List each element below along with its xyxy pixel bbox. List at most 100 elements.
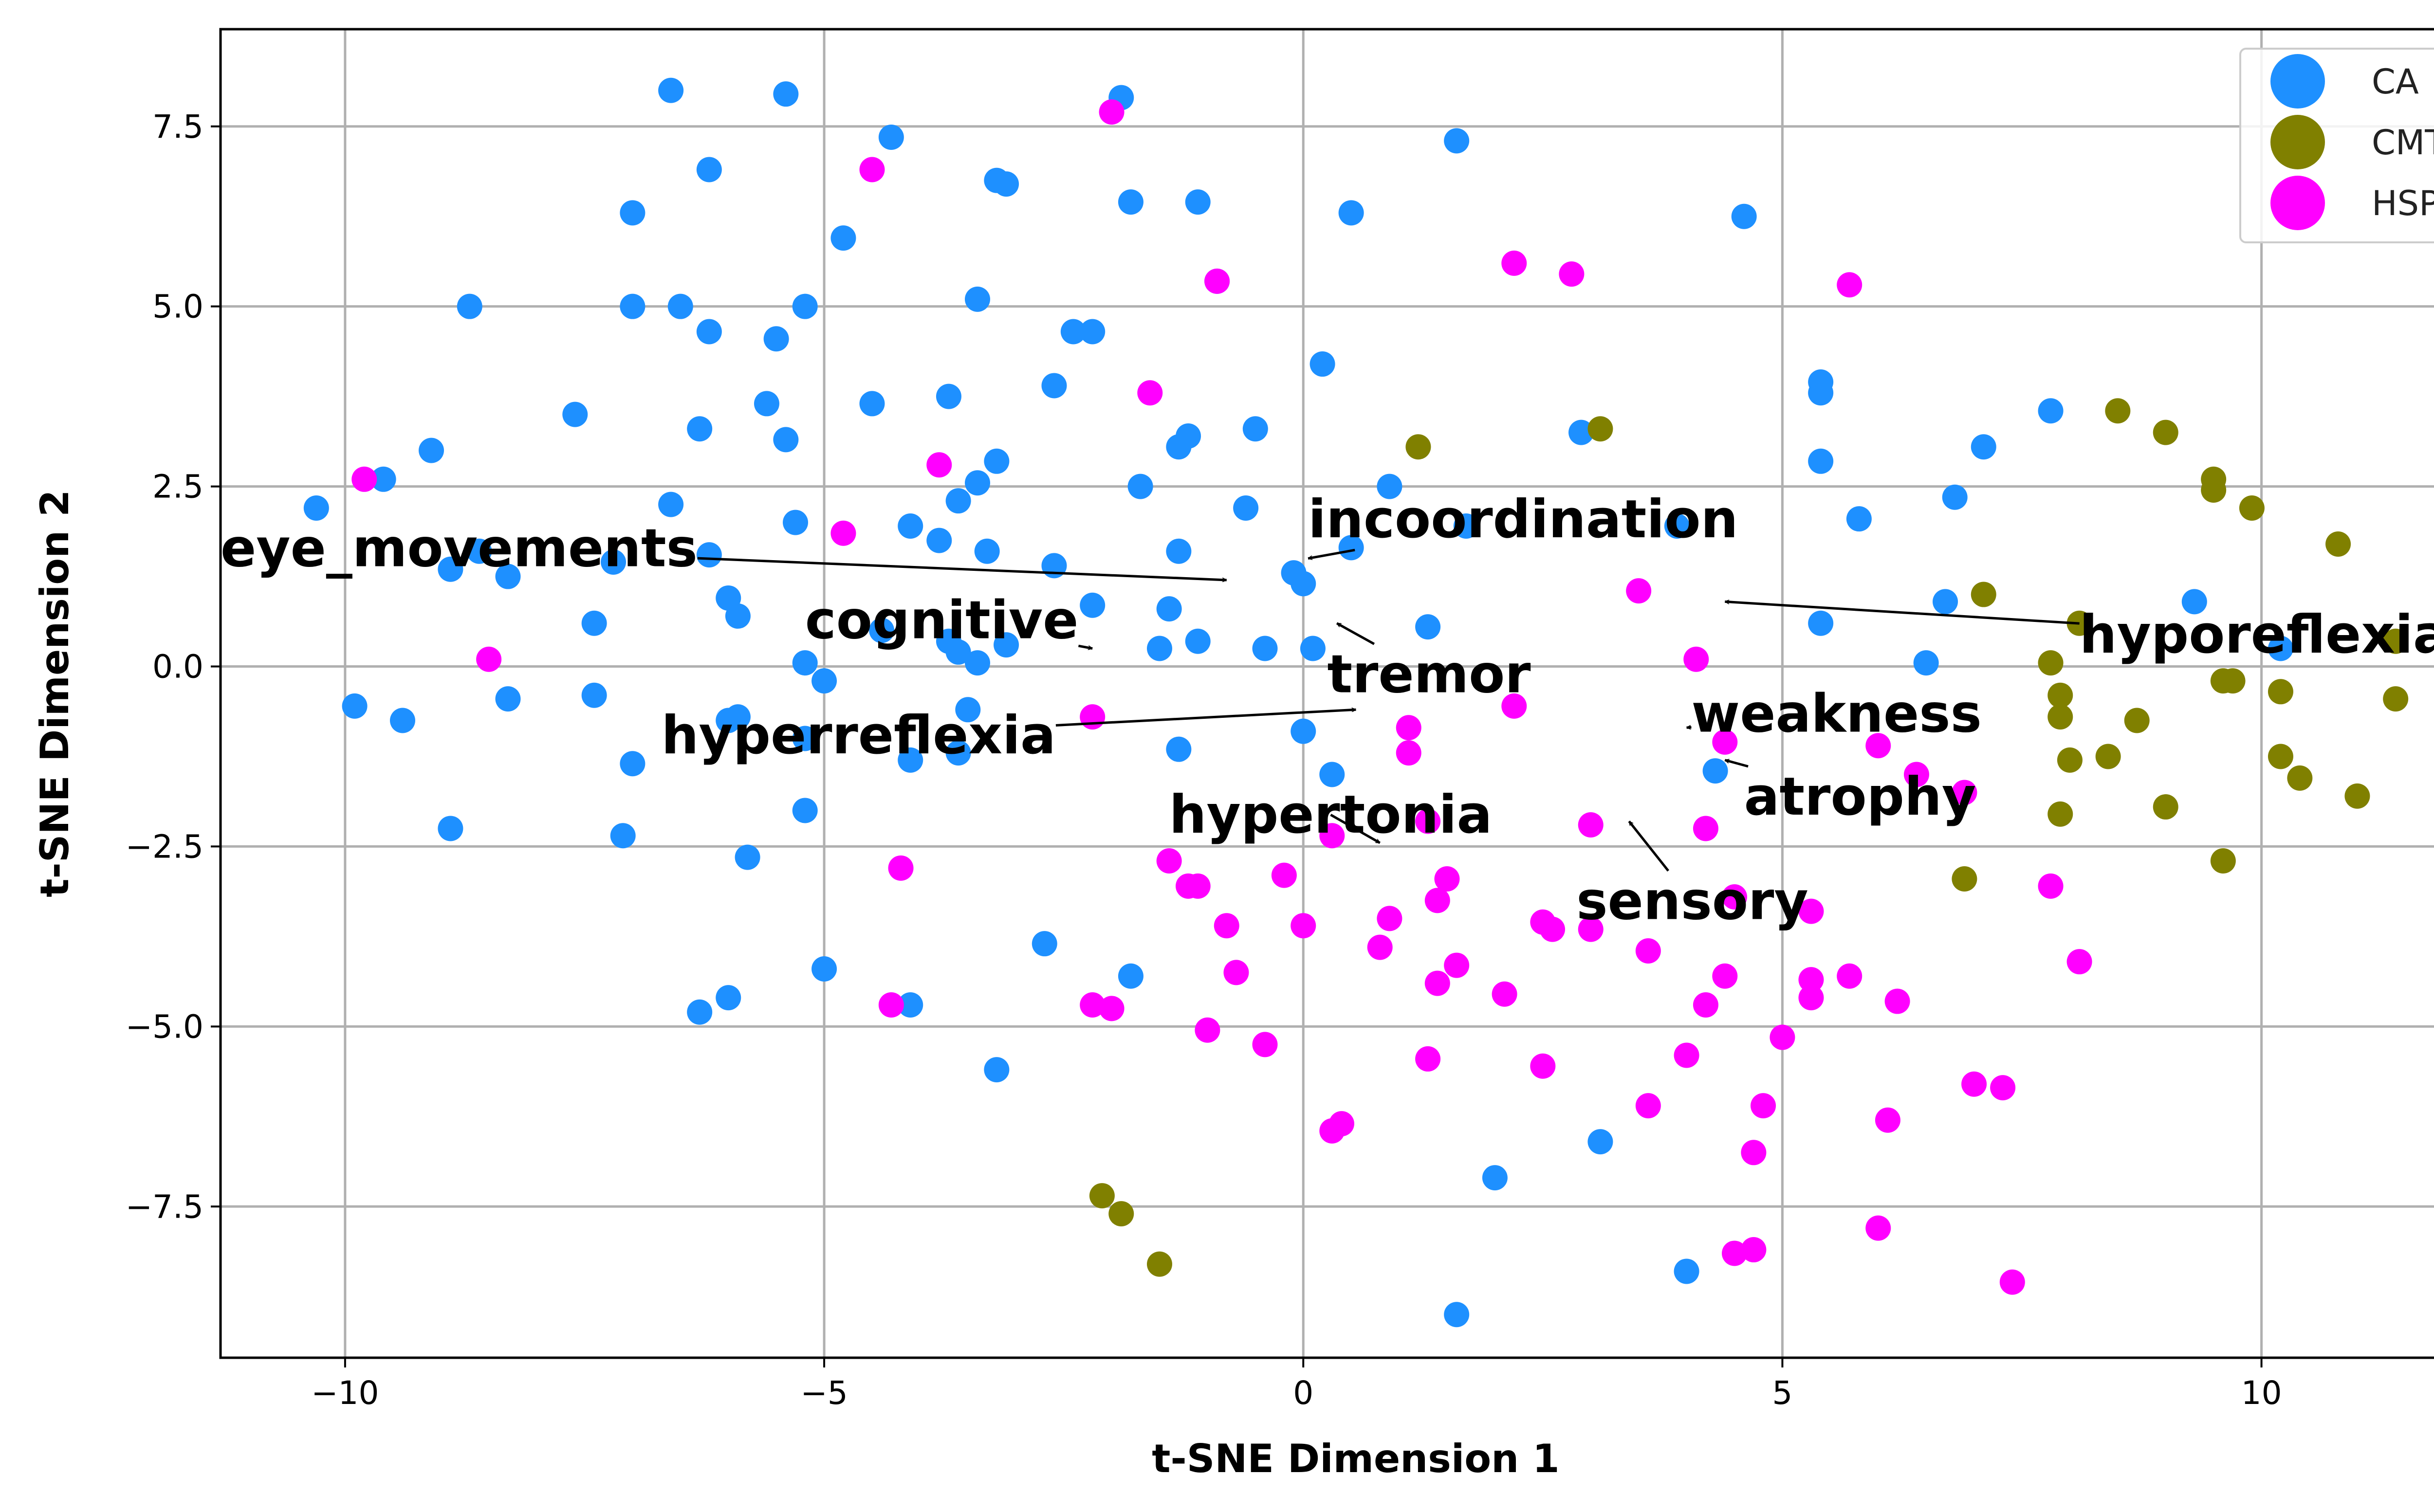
- x-tick-label: −5: [800, 1374, 848, 1412]
- ca-point: [1309, 351, 1335, 377]
- ca-point: [898, 747, 923, 773]
- hsp-point: [1396, 715, 1421, 741]
- hsp-point: [1415, 808, 1441, 834]
- hsp-point: [1693, 992, 1718, 1018]
- ca-point: [994, 632, 1019, 658]
- ca-point: [974, 538, 1000, 564]
- hsp-point: [1722, 884, 1747, 910]
- ca-point: [945, 639, 971, 665]
- ca-point: [945, 488, 971, 514]
- cmt-point: [2268, 744, 2293, 769]
- hsp-point: [1952, 780, 1977, 805]
- annotation-arrow: [1330, 814, 1380, 844]
- ca-point: [581, 682, 607, 708]
- ca-point: [1185, 189, 1211, 215]
- cmt-point: [2201, 477, 2227, 503]
- annotation-arrow: [1725, 601, 2080, 625]
- ca-point: [1933, 589, 1958, 615]
- ca-point: [1664, 513, 1690, 539]
- annotation-label-incoordination: incoordination: [1308, 489, 1738, 550]
- hsp-point: [1137, 380, 1163, 406]
- ca-point: [1291, 718, 1316, 744]
- hsp-point: [1712, 729, 1738, 755]
- ca-point: [926, 528, 952, 553]
- hsp-point: [1798, 967, 1824, 993]
- ca-point: [1913, 650, 1939, 676]
- ca-point: [1032, 931, 1057, 957]
- hsp-point: [1722, 1240, 1747, 1266]
- annotation-label-atrophy: atrophy: [1744, 766, 1976, 827]
- ca-point: [725, 603, 751, 629]
- ca-point: [792, 293, 818, 319]
- hsp-point: [1741, 1237, 1767, 1263]
- ca-point: [1702, 758, 1728, 784]
- ca-point: [735, 844, 760, 870]
- ca-point: [1846, 506, 1872, 532]
- ca-point: [2038, 398, 2064, 424]
- ca-point: [1482, 1165, 1508, 1191]
- cmt-point: [1405, 434, 1431, 460]
- ca-point: [725, 704, 751, 730]
- ca-point: [1166, 736, 1192, 762]
- ca-point: [1242, 416, 1268, 442]
- hsp-point: [1961, 1071, 1987, 1097]
- ca-point: [792, 650, 818, 676]
- ca-point: [1942, 484, 1968, 510]
- hsp-point: [1080, 992, 1106, 1018]
- ca-point: [945, 740, 971, 766]
- ca-point: [620, 293, 645, 319]
- hsp-point: [1185, 873, 1211, 899]
- annotation-arrow: [1308, 548, 1355, 558]
- ca-point: [342, 693, 368, 719]
- ca-point: [1444, 128, 1470, 154]
- annotation-arrow: [697, 557, 1227, 580]
- annotation-arrow: [1078, 644, 1092, 648]
- ca-point: [696, 157, 722, 182]
- cmt-point: [1971, 582, 1996, 607]
- hsp-point: [1156, 848, 1182, 874]
- x-tick-label: 0: [1293, 1374, 1313, 1412]
- ca-point: [1166, 538, 1192, 564]
- cmt-point: [2383, 628, 2409, 654]
- ca-point: [389, 708, 415, 733]
- hsp-point: [1080, 704, 1106, 730]
- ca-point: [1080, 319, 1106, 345]
- ca-point: [687, 999, 713, 1025]
- hsp-point: [1674, 1042, 1699, 1068]
- hsp-point: [1377, 906, 1402, 931]
- ca-point: [984, 1057, 1010, 1083]
- ca-point: [696, 542, 722, 568]
- ca-point: [658, 77, 684, 103]
- ca-point: [811, 956, 837, 982]
- hsp-point: [1635, 1093, 1661, 1119]
- y-tick-label: −7.5: [126, 1188, 203, 1225]
- ca-point: [1146, 636, 1172, 661]
- ca-point: [696, 319, 722, 345]
- hsp-point: [1396, 740, 1421, 766]
- ca-point: [601, 549, 627, 575]
- hsp-point: [1751, 1093, 1776, 1119]
- legend: CA CMT HSP: [2239, 48, 2434, 243]
- ca-point: [1118, 963, 1143, 989]
- hsp-point: [1875, 1107, 1900, 1133]
- ca-point: [581, 610, 607, 636]
- hsp-point: [1367, 934, 1393, 960]
- hsp-point: [926, 452, 952, 478]
- ca-point: [1127, 474, 1153, 499]
- ca-point: [370, 466, 396, 492]
- ca-point: [1338, 535, 1364, 561]
- hsp-point: [1712, 963, 1738, 989]
- ca-point: [2268, 636, 2293, 661]
- hsp-point: [1195, 1017, 1220, 1043]
- hsp-point: [1424, 888, 1450, 913]
- hsp-point: [351, 466, 377, 492]
- hsp-point: [1798, 985, 1824, 1011]
- hsp-point: [1415, 1046, 1441, 1072]
- ca-point: [457, 293, 482, 319]
- ca-point: [620, 751, 645, 777]
- hsp-point: [476, 646, 502, 672]
- hsp-point: [1798, 898, 1824, 924]
- ca-point: [773, 81, 799, 107]
- ca-point: [1971, 434, 1996, 460]
- hsp-point: [1578, 812, 1604, 838]
